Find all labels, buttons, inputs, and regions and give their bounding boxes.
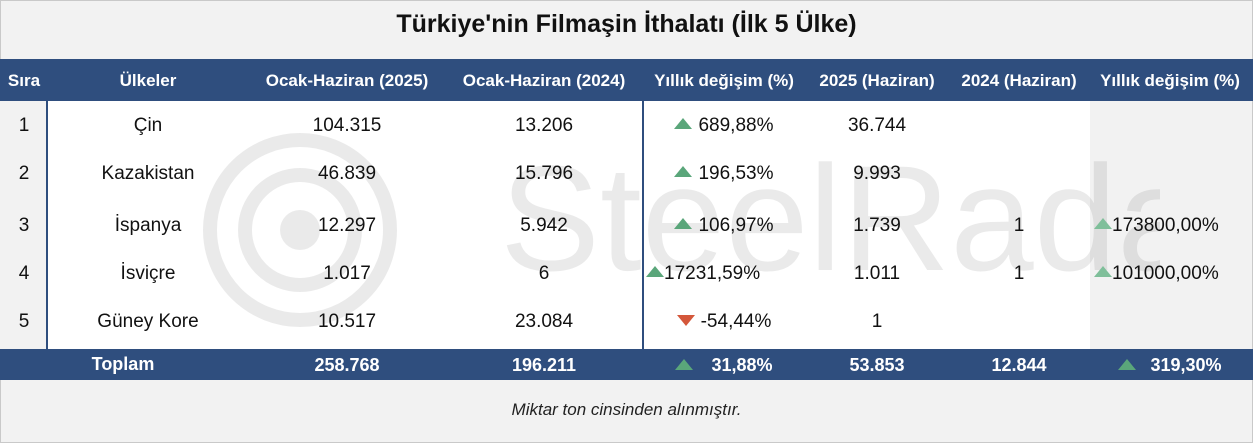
rank-cell: 3 [18, 215, 30, 236]
jun-2024-cell: 1 [1013, 215, 1025, 236]
change-value: 106,97% [698, 215, 774, 236]
column-separator [46, 101, 48, 349]
h1-2025-cell: 10.517 [317, 311, 377, 332]
table-title: Türkiye'nin Filmaşin İthalatı (İlk 5 Ülk… [396, 10, 857, 38]
total-change: 31,88% [642, 355, 806, 376]
jun-2025-cell: 1.739 [853, 215, 901, 236]
rank-column-bg [0, 101, 46, 350]
total-jun-2025: 53.853 [849, 355, 905, 375]
total-change-value: 31,88% [711, 355, 773, 375]
change-value: -54,44% [700, 311, 772, 332]
change-cell: -54,44% [642, 311, 806, 333]
h1-2024-cell: 23.084 [514, 311, 574, 332]
table-row: 5 Güney Kore 10.517 23.084 -54,44% 1 [0, 299, 1253, 343]
change-cell: 17231,59% [642, 263, 806, 285]
header-rank: Sıra [7, 71, 41, 90]
down-triangle-icon [676, 315, 695, 327]
change-value: 689,88% [698, 115, 774, 136]
up-triangle-icon [1094, 218, 1112, 230]
up-triangle-icon [674, 118, 693, 130]
change-value: 17231,59% [664, 263, 761, 284]
h1-2024-cell: 5.942 [520, 215, 568, 236]
jun-2024-cell: 1 [1013, 263, 1025, 284]
rank-cell: 1 [18, 115, 30, 136]
header-country: Ülkeler [119, 71, 177, 90]
total-row: Toplam 258.768 196.211 31,88% 53.853 12.… [0, 349, 1253, 380]
table-row: 1 Çin 104.315 13.206 689,88% 36.744 [0, 103, 1253, 147]
change-monthly-cell: 101000,00% [1090, 263, 1250, 285]
total-change-monthly-value: 319,30% [1150, 355, 1222, 375]
table-body [46, 101, 1090, 350]
header-h1-2024: Ocak-Haziran (2024) [462, 71, 626, 90]
header-h1-2025: Ocak-Haziran (2025) [265, 71, 429, 90]
table-row: 4 İsviçre 1.017 6 17231,59% 1.011 1 1010… [0, 251, 1253, 295]
column-separator [642, 101, 644, 349]
header-jun-2024: 2024 (Haziran) [961, 71, 1077, 90]
jun-2025-cell: 1.011 [853, 263, 901, 284]
rank-cell: 4 [18, 263, 30, 284]
up-triangle-icon [674, 218, 693, 230]
change-monthly-value: 173800,00% [1112, 215, 1219, 236]
country-cell: İspanya [114, 215, 182, 236]
rank-cell: 5 [18, 311, 30, 332]
total-h1-2025: 258.768 [314, 355, 380, 375]
footnote: Miktar ton cinsinden alınmıştır. [511, 400, 742, 419]
change-monthly-cell: 173800,00% [1090, 215, 1250, 237]
h1-2025-cell: 104.315 [312, 115, 382, 136]
header-row: Sıra Ülkeler Ocak-Haziran (2025) Ocak-Ha… [0, 59, 1253, 101]
total-h1-2024: 196.211 [511, 355, 577, 375]
country-cell: Kazakistan [101, 163, 195, 184]
h1-2024-cell: 15.796 [514, 163, 574, 184]
jun-2025-cell: 36.744 [847, 115, 907, 136]
change-value: 196,53% [698, 163, 774, 184]
up-triangle-icon [646, 266, 664, 278]
header-jun-2025: 2025 (Haziran) [819, 71, 935, 90]
up-triangle-icon [1118, 358, 1137, 370]
h1-2024-cell: 13.206 [514, 115, 574, 136]
jun-2025-cell: 1 [871, 311, 883, 332]
change-cell: 689,88% [642, 115, 806, 137]
h1-2025-cell: 46.839 [317, 163, 377, 184]
up-triangle-icon [1094, 266, 1112, 278]
total-label: Toplam [91, 354, 155, 374]
h1-2025-cell: 1.017 [323, 263, 371, 284]
header-change-monthly: Yıllık değişim (%) [1100, 71, 1240, 90]
total-change-monthly: 319,30% [1090, 355, 1250, 376]
header-change: Yıllık değişim (%) [654, 71, 794, 90]
country-cell: Güney Kore [97, 311, 199, 332]
total-jun-2024: 12.844 [991, 355, 1047, 375]
country-cell: İsviçre [120, 263, 176, 284]
change-cell: 106,97% [642, 215, 806, 237]
up-triangle-icon [675, 358, 694, 370]
change-monthly-value: 101000,00% [1112, 263, 1219, 284]
h1-2024-cell: 6 [538, 263, 550, 284]
country-cell: Çin [133, 115, 163, 136]
change-cell: 196,53% [642, 163, 806, 185]
rank-cell: 2 [18, 163, 30, 184]
up-triangle-icon [674, 166, 693, 178]
table-row: 2 Kazakistan 46.839 15.796 196,53% 9.993 [0, 151, 1253, 195]
table-row: 3 İspanya 12.297 5.942 106,97% 1.739 1 1… [0, 203, 1253, 247]
h1-2025-cell: 12.297 [317, 215, 377, 236]
jun-2025-cell: 9.993 [853, 163, 901, 184]
